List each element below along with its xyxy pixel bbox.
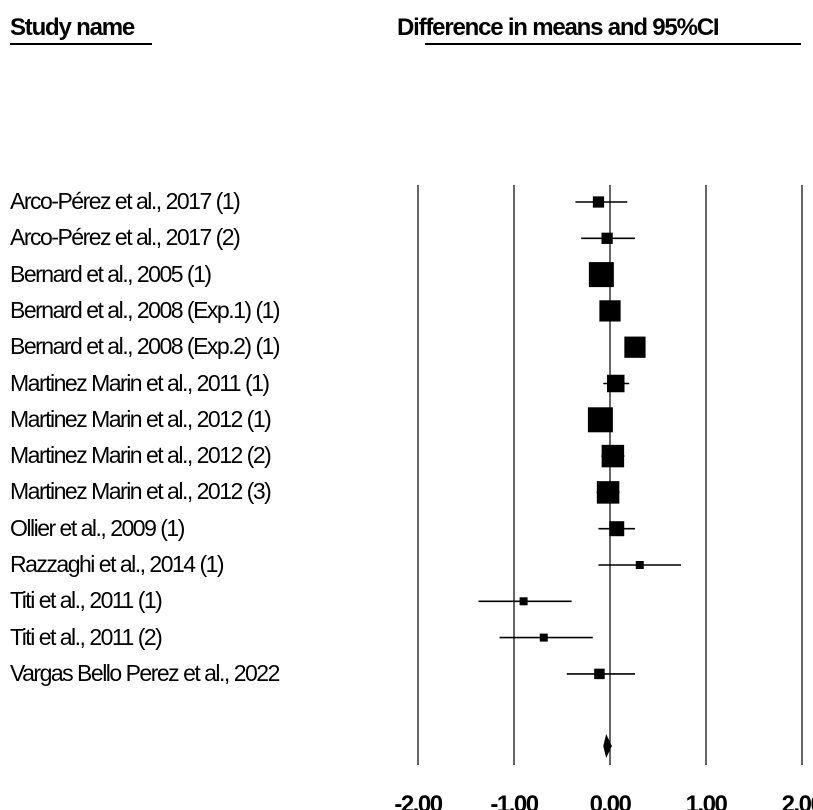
effect-square — [624, 336, 646, 358]
summary-diamond — [603, 734, 612, 758]
study-label: Bernard et al., 2008 (Exp.1) (1) — [10, 296, 281, 323]
effect-header: Difference in means and 95%CI — [397, 14, 720, 41]
x-tick-label: -1.00 — [490, 791, 538, 810]
effect-square — [594, 668, 605, 680]
effect-square — [592, 196, 605, 208]
study-name-header: Study name — [10, 14, 135, 41]
effect-square — [588, 262, 614, 288]
study-label: Arco-Pérez et al., 2017 (1) — [10, 188, 241, 214]
effect-square — [519, 597, 528, 606]
x-tick-label: 0.00 — [590, 791, 632, 810]
summary-effect — [603, 734, 612, 758]
study-label: Martinez Marin et al., 2012 (1) — [10, 405, 272, 432]
effect-square — [635, 561, 644, 569]
study-label: Ollier et al., 2009 (1) — [10, 514, 185, 541]
effect-header-underline — [425, 43, 801, 45]
study-label: Titi et al., 2011 (2) — [10, 623, 163, 650]
study-label: Martinez Marin et al., 2012 (2) — [10, 442, 272, 469]
effect-square — [539, 633, 548, 642]
study-label: Titi et al., 2011 (1) — [10, 587, 163, 614]
study-markers — [478, 196, 682, 680]
study-name-underline — [10, 43, 152, 45]
x-tick-label: 1.00 — [686, 791, 728, 810]
study-label: Martinez Marin et al., 2012 (3) — [10, 478, 272, 505]
study-label: Bernard et al., 2005 (1) — [10, 260, 212, 287]
effect-square — [601, 232, 613, 244]
effect-square — [601, 444, 625, 468]
effect-square — [607, 374, 625, 393]
study-label: Vargas Bello Perez et al., 2022 — [10, 659, 280, 686]
effect-square — [596, 481, 620, 504]
study-label: Arco-Pérez et al., 2017 (2) — [10, 224, 241, 251]
x-tick-label: -2.00 — [394, 791, 442, 810]
x-tick-label: 2.00 — [782, 791, 813, 810]
study-label: Bernard et al., 2008 (Exp.2) (1) — [10, 333, 281, 360]
study-label: Razzaghi et al., 2014 (1) — [10, 551, 225, 577]
effect-square — [609, 521, 625, 537]
study-label: Martinez Marin et al., 2011 (1) — [10, 369, 270, 396]
x-axis-tick-labels: -2.00 -1.00 0.00 1.00 2.00 — [394, 791, 813, 810]
effect-square — [587, 407, 613, 433]
effect-square — [599, 300, 621, 322]
